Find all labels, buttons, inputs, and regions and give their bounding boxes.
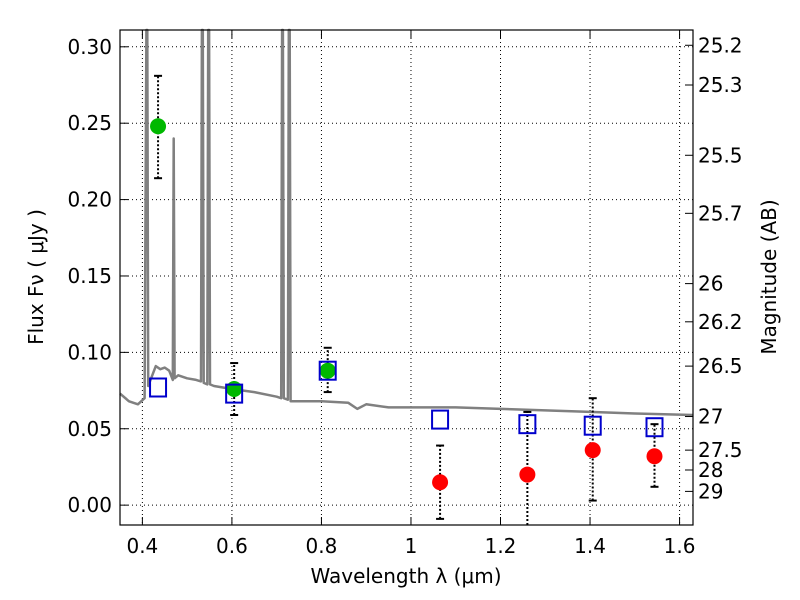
y-tick-label: 0.10 — [67, 340, 112, 364]
y-tick-label: 0.15 — [67, 264, 112, 288]
data-point-marker — [150, 118, 167, 135]
y-tick-label: 0.30 — [67, 35, 112, 59]
x-tick-label: 0.6 — [216, 534, 248, 558]
error-bars — [154, 74, 659, 525]
model-spectrum — [119, 28, 694, 417]
model-square-marker — [431, 409, 450, 430]
grid — [120, 30, 693, 525]
y-tick-label: 0.25 — [67, 111, 112, 135]
data-point-marker — [584, 442, 601, 459]
y2-tick-label: 25.3 — [698, 73, 743, 97]
data-point-marker — [519, 466, 536, 483]
y2-tick-label: 28 — [698, 458, 723, 482]
model-spectrum-line — [119, 28, 694, 417]
model-square-marker — [645, 417, 664, 438]
y2-tick-label: 25.2 — [698, 33, 743, 57]
x-tick-label: 0.8 — [306, 534, 338, 558]
plot-frame — [119, 29, 694, 526]
plot-background — [120, 30, 693, 525]
data-point-marker — [226, 381, 243, 398]
y-tick-label: 0.00 — [67, 493, 112, 517]
y2-axis-label: Magnitude (AB) — [757, 199, 781, 354]
model-square-marker — [318, 360, 337, 381]
data-point-marker — [319, 362, 336, 379]
x-axis-label: Wavelength λ (μm) — [310, 564, 501, 588]
x-tick-label: 1.4 — [574, 534, 606, 558]
model-square-marker — [518, 414, 537, 435]
data-point-marker — [646, 448, 663, 465]
model-square-marker — [149, 377, 168, 398]
x-tick-label: 1 — [405, 534, 418, 558]
y2-tick-label: 27.5 — [698, 438, 743, 462]
y2-tick-label: 26.5 — [698, 354, 743, 378]
y-tick-label: 0.05 — [67, 417, 112, 441]
x-tick-label: 0.4 — [126, 534, 158, 558]
y2-tick-label: 27 — [698, 405, 723, 429]
x-tick-label: 1.2 — [485, 534, 517, 558]
x-axis-ticks: 0.4 0.6 0.8 1 1.2 1.4 1.6 — [126, 30, 695, 558]
y2-tick-label: 29 — [698, 479, 723, 503]
y2-tick-label: 26.2 — [698, 310, 743, 334]
y2-tick-label: 25.7 — [698, 201, 743, 225]
x-tick-label: 1.6 — [664, 534, 696, 558]
y-axis-label: Flux Fν ( μJy ) — [24, 209, 48, 345]
y2-tick-label: 25.5 — [698, 143, 743, 167]
data-point-marker — [432, 474, 449, 491]
model-square-marker — [583, 415, 602, 436]
data-markers — [149, 118, 664, 491]
y-axis-ticks: 0.00 0.05 0.10 0.15 0.20 0.25 0.30 — [67, 35, 128, 517]
model-square-marker — [225, 383, 244, 404]
y-tick-label: 0.20 — [67, 188, 112, 212]
y2-tick-label: 26 — [698, 272, 723, 296]
